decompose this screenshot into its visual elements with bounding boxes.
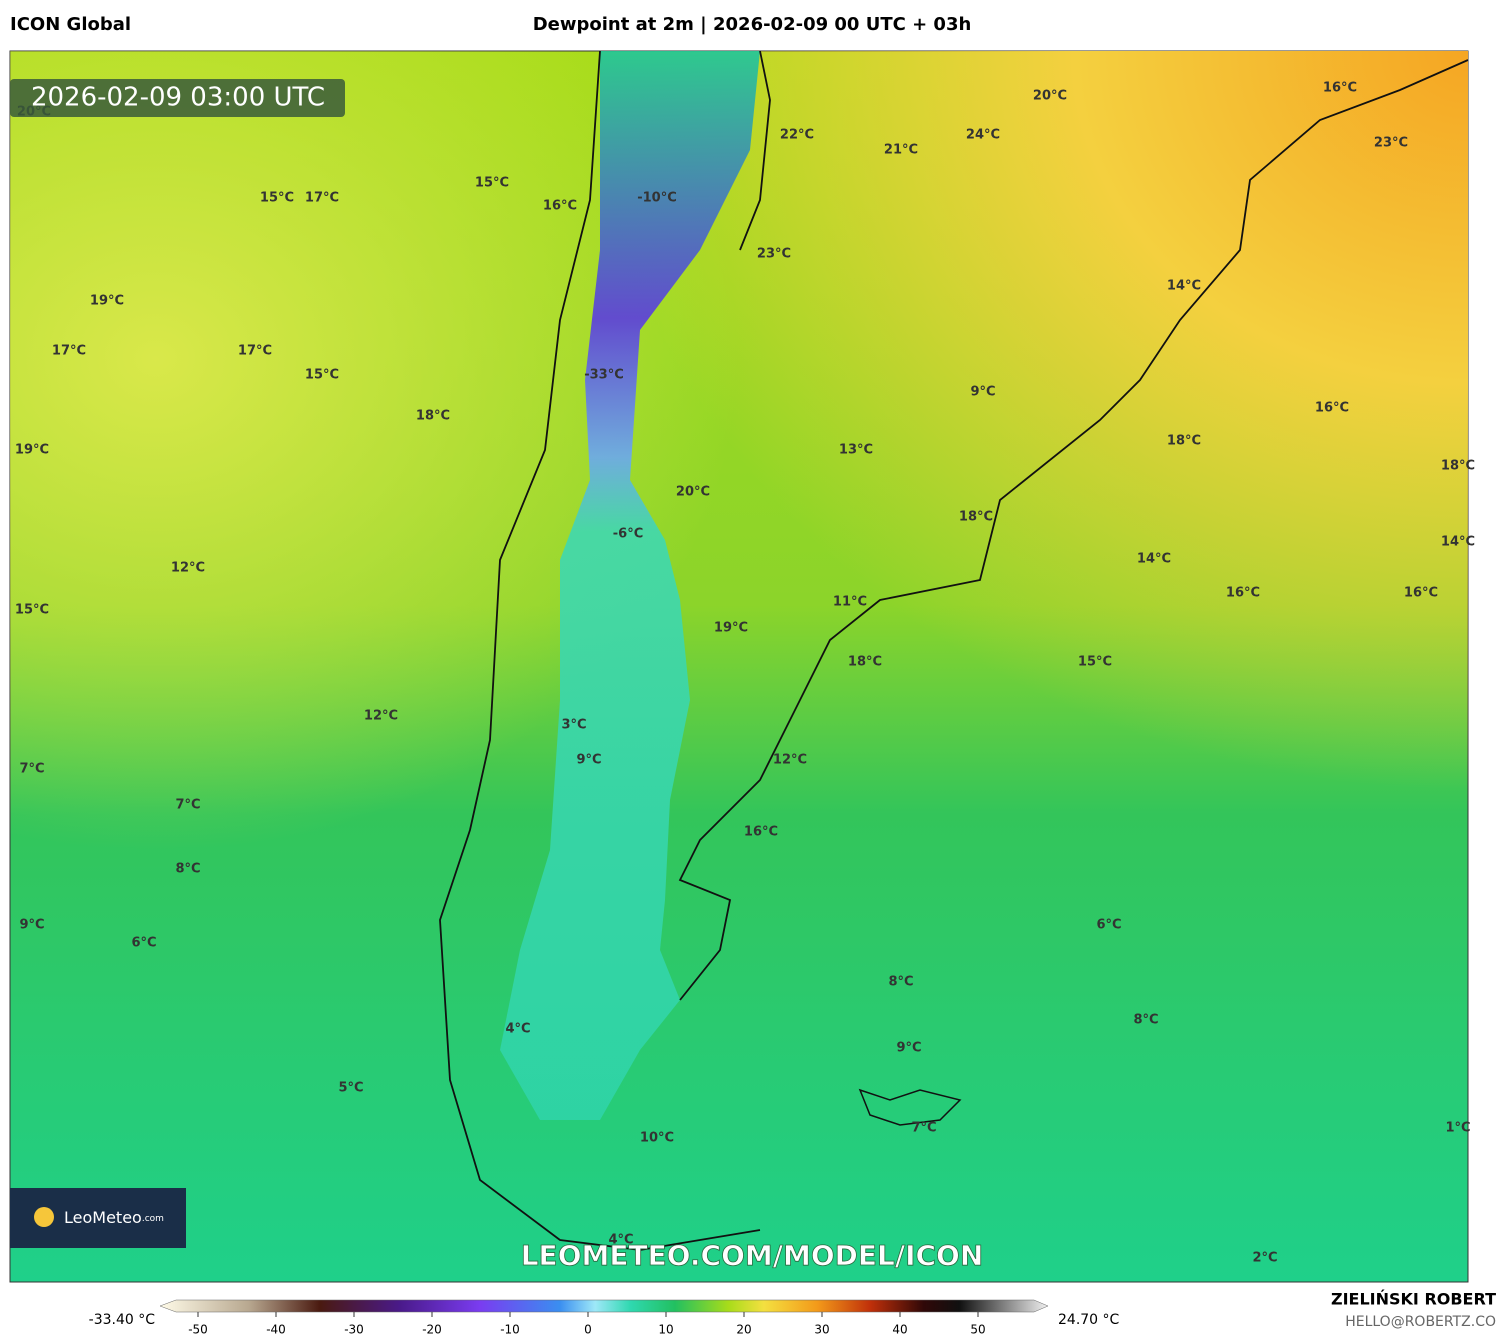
logo-suffix: .com bbox=[142, 1214, 164, 1224]
temperature-label: -33°C bbox=[584, 368, 624, 383]
logo-sun bbox=[34, 1207, 54, 1227]
temperature-label: 22°C bbox=[780, 128, 814, 143]
colorbar-ticks: -50 -40 -30 -20 -10 0 10 20 30 40 50 bbox=[188, 1312, 986, 1337]
temperature-label: 8°C bbox=[1133, 1013, 1158, 1028]
temperature-label: 19°C bbox=[714, 621, 748, 636]
colorbar bbox=[159, 1299, 1049, 1313]
temperature-label: 11°C bbox=[833, 595, 867, 610]
author-name: ZIELIŃSKI ROBERT bbox=[1331, 1290, 1496, 1309]
colorbar-min: -33.40 °C bbox=[89, 1312, 156, 1328]
temperature-label: 18°C bbox=[959, 510, 993, 525]
temperature-label: 14°C bbox=[1441, 535, 1475, 550]
temperature-label: 12°C bbox=[171, 561, 205, 576]
colorbar-tick-label: -20 bbox=[422, 1323, 442, 1337]
temperature-label: 7°C bbox=[19, 762, 44, 777]
temperature-label: 7°C bbox=[175, 798, 200, 813]
colorbar-tick-label: -30 bbox=[344, 1323, 364, 1337]
temperature-label: 15°C bbox=[260, 191, 294, 206]
temperature-label: 16°C bbox=[1323, 81, 1357, 96]
colorbar-tick-label: -50 bbox=[188, 1323, 208, 1337]
author-email: HELLO@ROBERTZ.CO bbox=[1345, 1314, 1496, 1330]
colorbar-tick-label: 20 bbox=[736, 1323, 751, 1337]
temperature-label: 10°C bbox=[640, 1131, 674, 1146]
temperature-label: 13°C bbox=[839, 443, 873, 458]
temperature-label: 15°C bbox=[475, 176, 509, 191]
falkland-islands bbox=[858, 1088, 962, 1126]
colorbar-tick-label: 0 bbox=[584, 1323, 592, 1337]
temperature-label: 9°C bbox=[896, 1041, 921, 1056]
temperature-label: 5°C bbox=[338, 1081, 363, 1096]
temperature-label: 6°C bbox=[1096, 918, 1121, 933]
temperature-label: 12°C bbox=[773, 753, 807, 768]
logo: LeoMeteo.com bbox=[64, 1208, 164, 1227]
temperature-label: 18°C bbox=[416, 409, 450, 424]
temperature-label: 23°C bbox=[1374, 136, 1408, 151]
coastline bbox=[439, 50, 1469, 1251]
temperature-label: 16°C bbox=[543, 199, 577, 214]
temperature-label: 9°C bbox=[970, 385, 995, 400]
temperature-label: 14°C bbox=[1137, 552, 1171, 567]
temperature-label: 16°C bbox=[1315, 401, 1349, 416]
temperature-label: 17°C bbox=[238, 344, 272, 359]
timestamp: 2026-02-09 03:00 UTC bbox=[31, 83, 325, 113]
temperature-label: 19°C bbox=[90, 294, 124, 309]
temperature-label: 16°C bbox=[1226, 586, 1260, 601]
colorbar-tick-label: 50 bbox=[970, 1323, 985, 1337]
temperature-label: 16°C bbox=[1404, 586, 1438, 601]
temperature-label: 3°C bbox=[561, 718, 586, 733]
map-area: 20°C 15°C 15°C 17°C 16°C -10°C 22°C 21°C 24°C 20°… bbox=[9, 50, 1475, 1283]
colorbar-tick-label: -10 bbox=[500, 1323, 520, 1337]
temperature-label: 14°C bbox=[1167, 279, 1201, 294]
temperature-label: 4°C bbox=[608, 1233, 633, 1248]
temperature-label: 9°C bbox=[576, 753, 601, 768]
temperature-label: 17°C bbox=[305, 191, 339, 206]
temperature-label: 18°C bbox=[1441, 459, 1475, 474]
temperature-label: 8°C bbox=[175, 862, 200, 877]
colorbar-tick-label: -40 bbox=[266, 1323, 286, 1337]
temperature-label: 2°C bbox=[1252, 1251, 1277, 1266]
temperature-label: -6°C bbox=[613, 527, 643, 542]
temperature-label: 8°C bbox=[888, 975, 913, 990]
watermark: LEOMETEO.COM/MODEL/ICON bbox=[521, 1239, 984, 1272]
timestamp-box bbox=[10, 79, 345, 117]
temperature-label: 12°C bbox=[364, 709, 398, 724]
model-name: ICON Global bbox=[10, 14, 131, 35]
temperature-label: 4°C bbox=[505, 1022, 530, 1037]
temperature-label: 19°C bbox=[15, 443, 49, 458]
temperature-label: 21°C bbox=[884, 143, 918, 158]
temperature-label: 23°C bbox=[757, 247, 791, 262]
temperature-label: 7°C bbox=[911, 1121, 936, 1136]
temperature-label: 15°C bbox=[15, 603, 49, 618]
temperature-label: 18°C bbox=[848, 655, 882, 670]
temperature-label: 16°C bbox=[744, 825, 778, 840]
temperature-label: 24°C bbox=[966, 128, 1000, 143]
colorbar-max: 24.70 °C bbox=[1058, 1312, 1120, 1328]
temperature-label: 15°C bbox=[305, 368, 339, 383]
temperature-label: 15°C bbox=[1078, 655, 1112, 670]
temperature-label: 20°C bbox=[1033, 89, 1067, 104]
temperature-label: 18°C bbox=[1167, 434, 1201, 449]
logo-name: LeoMeteo bbox=[64, 1208, 142, 1227]
temperature-label: 1°C bbox=[1445, 1121, 1470, 1136]
temperature-label: -10°C bbox=[637, 191, 677, 206]
temperature-label: 20°C bbox=[676, 485, 710, 500]
andes-cold-band bbox=[500, 51, 760, 1120]
pacific-region bbox=[10, 51, 1468, 1282]
temperature-label: 9°C bbox=[19, 918, 44, 933]
colorbar-tick-label: 40 bbox=[892, 1323, 907, 1337]
temperature-label: 17°C bbox=[52, 344, 86, 359]
colorbar-tick-label: 10 bbox=[658, 1323, 673, 1337]
temperature-label: 6°C bbox=[131, 936, 156, 951]
map-title: Dewpoint at 2m | 2026-02-09 00 UTC + 03h bbox=[533, 14, 972, 35]
colorbar-tick-label: 30 bbox=[814, 1323, 829, 1337]
